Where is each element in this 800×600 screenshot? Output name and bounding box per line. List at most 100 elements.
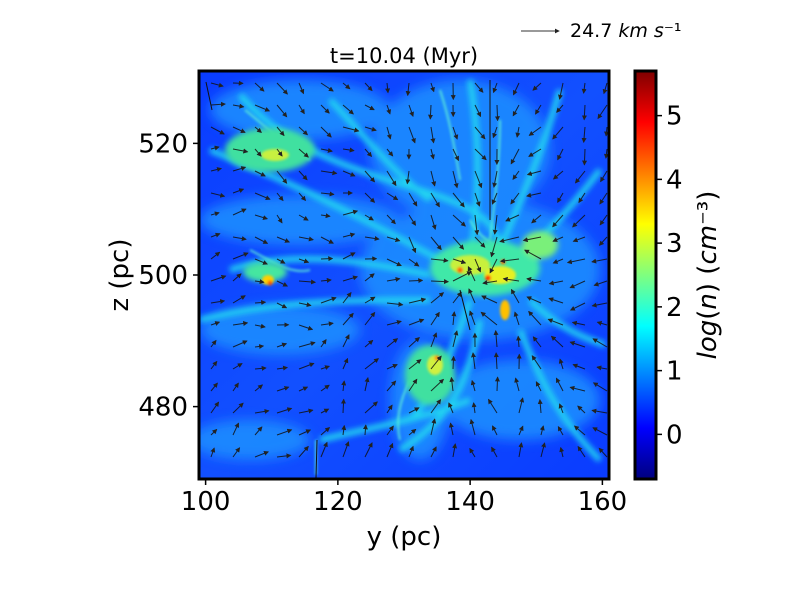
velocity-arrow: [405, 170, 411, 185]
velocity-arrow: [210, 339, 217, 348]
velocity-arrow: [320, 191, 335, 197]
velocity-arrow: [572, 236, 586, 243]
velocity-arrow: [577, 445, 586, 458]
velocity-arrow: [210, 251, 221, 260]
velocity-arrow: [555, 377, 564, 392]
velocity-arrow: [488, 398, 498, 414]
velocity-arrow: [428, 104, 434, 120]
velocity-arrow: [492, 82, 498, 94]
velocity-arrow: [452, 258, 467, 265]
velocity-arrow: [298, 148, 309, 158]
velocity-arrow: [505, 214, 520, 222]
velocity-arrow: [254, 344, 265, 349]
velocity-arrow: [364, 358, 379, 370]
velocity-arrow: [430, 192, 440, 208]
velocity-arrow: [526, 276, 542, 282]
colorbar-tick-label: 4: [666, 165, 683, 195]
velocity-arrow: [342, 441, 350, 458]
velocity-arrow: [516, 335, 522, 348]
velocity-arrow: [298, 408, 314, 414]
velocity-arrow: [210, 360, 218, 370]
velocity-arrow: [320, 321, 334, 327]
velocity-arrow: [210, 299, 226, 305]
velocity-arrow: [254, 279, 265, 285]
velocity-arrow: [298, 279, 317, 285]
velocity-arrow: [320, 104, 330, 114]
velocity-arrow: [364, 236, 380, 241]
velocity-arrow: [474, 148, 487, 161]
velocity-arrow: [342, 104, 354, 115]
velocity-arrow: [320, 408, 330, 414]
velocity-arrow: [254, 82, 265, 92]
velocity-arrow: [569, 385, 586, 392]
velocity-arrow: [210, 145, 220, 151]
velocity-arrow: [386, 319, 402, 326]
velocity-arrow: [603, 148, 609, 159]
velocity-arrow: [386, 380, 397, 392]
velocity-arrow: [526, 192, 542, 198]
velocity-arrow: [452, 148, 459, 162]
velocity-arrow: [528, 310, 542, 326]
velocity-arrow: [254, 426, 263, 436]
velocity-arrow: [405, 82, 411, 97]
velocity-arrow: [430, 311, 440, 326]
velocity-arrow: [210, 192, 226, 198]
velocity-arrow: [254, 148, 262, 157]
velocity-arrow: [341, 380, 347, 392]
velocity-arrow: [430, 378, 445, 392]
velocity-arrow: [490, 236, 498, 258]
velocity-arrow: [452, 214, 466, 227]
velocity-arrow: [518, 425, 524, 436]
velocity-arrow: [320, 213, 331, 219]
velocity-arrow: [210, 447, 216, 458]
colorbar-tick-label: 5: [666, 102, 683, 132]
velocity-arrow: [474, 192, 481, 207]
velocity-arrow: [364, 104, 375, 111]
velocity-arrow: [492, 126, 498, 139]
velocity-arrow: [430, 279, 450, 285]
velocity-arrow: [385, 82, 391, 94]
velocity-arrow: [557, 192, 564, 204]
velocity-arrow: [581, 82, 587, 94]
x-axis-label: y (pc): [367, 522, 442, 552]
velocity-arrow: [489, 258, 498, 274]
velocity-arrow: [474, 82, 484, 93]
velocity-arrow: [408, 428, 417, 436]
velocity-arrow: [557, 148, 564, 161]
velocity-arrow: [342, 252, 356, 260]
velocity-arrow: [386, 363, 398, 370]
velocity-arrow: [452, 271, 473, 282]
velocity-arrow: [254, 323, 266, 329]
velocity-arrow: [572, 214, 586, 228]
velocity-arrow: [386, 276, 401, 282]
quiver-key: 24.7 km s⁻¹: [521, 20, 681, 42]
velocity-arrow: [232, 402, 244, 414]
velocity-arrow: [320, 256, 334, 262]
velocity-arrow: [569, 280, 586, 289]
velocity-arrow: [232, 236, 247, 242]
velocity-arrow: [552, 258, 564, 264]
velocity-arrow: [469, 310, 476, 326]
velocity-arrow: [600, 170, 608, 183]
velocity-arrow: [459, 289, 471, 331]
velocity-arrow: [276, 428, 293, 436]
velocity-arrow: [540, 442, 546, 458]
velocity-arrow: [499, 236, 520, 244]
velocity-arrow: [494, 104, 500, 122]
velocity-arrow: [320, 441, 328, 458]
velocity-arrow: [254, 365, 267, 371]
velocity-arrow: [450, 355, 456, 370]
velocity-arrow: [547, 318, 564, 326]
velocity-arrow: [512, 104, 520, 117]
velocity-arrow: [254, 451, 269, 458]
velocity-arrow: [254, 126, 262, 133]
velocity-arrow: [474, 258, 482, 273]
velocity-arrow: [386, 148, 394, 157]
velocity-arrow: [558, 403, 564, 414]
velocity-arrow: [468, 288, 476, 304]
velocity-arrow: [315, 439, 318, 479]
velocity-arrow: [528, 148, 542, 157]
velocity-arrow: [452, 170, 459, 189]
velocity-arrow: [342, 232, 356, 238]
velocity-arrow: [341, 424, 347, 436]
